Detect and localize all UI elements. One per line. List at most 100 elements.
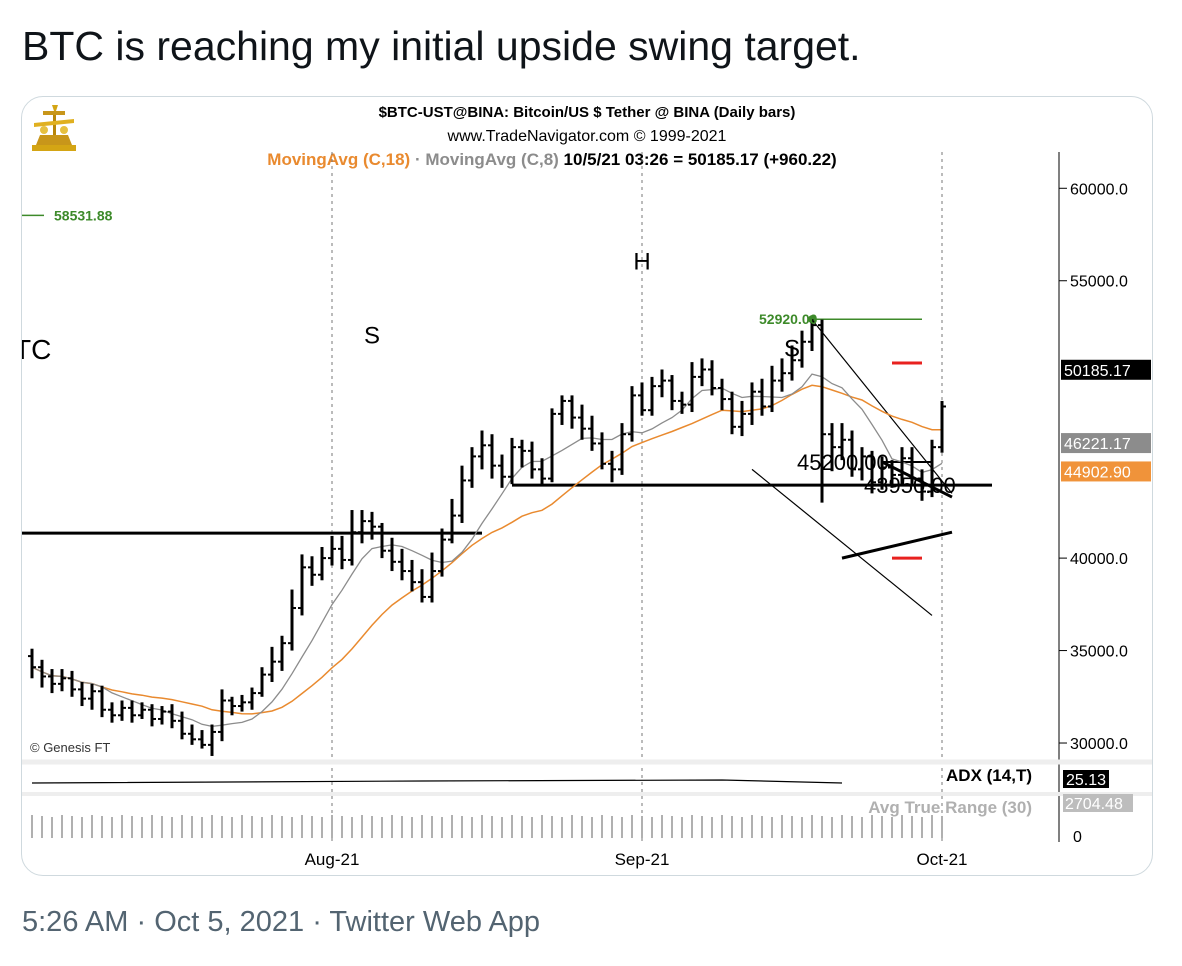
ohlc-bar bbox=[638, 382, 646, 416]
ohlc-bar bbox=[138, 702, 146, 719]
ohlc-bar bbox=[778, 358, 786, 392]
ohlc-bar bbox=[488, 434, 496, 479]
ohlc-bar bbox=[678, 391, 686, 414]
adx-line bbox=[31, 779, 843, 784]
chart-title: $BTC-UST@BINA: Bitcoin/US $ Tether @ BIN… bbox=[379, 104, 796, 121]
ohlc-bar bbox=[88, 683, 96, 710]
ohlc-bar bbox=[878, 456, 886, 490]
ohlc-bar bbox=[468, 447, 476, 488]
ohlc-bar bbox=[498, 454, 506, 488]
y-tick-label: 30000.0 bbox=[1070, 736, 1128, 753]
channel-lower-line bbox=[751, 468, 933, 616]
ohlc-bar bbox=[898, 447, 906, 485]
ohlc-bar bbox=[38, 659, 46, 688]
ohlc-bar bbox=[378, 522, 386, 559]
pattern-label-h: H bbox=[633, 249, 650, 276]
ohlc-bar bbox=[748, 382, 756, 425]
ohlc-bar bbox=[238, 694, 246, 712]
chart-card[interactable]: $BTC-UST@BINA: Bitcoin/US $ Tether @ BIN… bbox=[21, 96, 1153, 876]
ohlc-bar bbox=[198, 730, 206, 749]
adx-value-box bbox=[1063, 770, 1109, 788]
pattern-label-s: S bbox=[364, 323, 380, 350]
ohlc-bar bbox=[818, 319, 826, 503]
tweet-source[interactable]: Twitter Web App bbox=[329, 906, 541, 938]
meta-separator: · bbox=[312, 906, 322, 938]
ohlc-bar bbox=[318, 547, 326, 581]
ma8-price-box bbox=[1061, 433, 1151, 454]
ohlc-bar bbox=[438, 528, 446, 577]
ohlc-bar bbox=[908, 447, 916, 486]
legend-ma18: MovingAvg (C,18) bbox=[267, 150, 410, 169]
ohlc-bar bbox=[588, 415, 596, 451]
ohlc-bar bbox=[358, 510, 366, 544]
ohlc-bar bbox=[558, 395, 566, 425]
ohlc-bar bbox=[28, 648, 36, 679]
ohlc-bar bbox=[718, 378, 726, 411]
ohlc-bar bbox=[528, 441, 536, 479]
ohlc-bar bbox=[458, 465, 466, 523]
ma8-price-label: 46221.17 bbox=[1064, 436, 1131, 453]
ohlc-bar bbox=[538, 458, 546, 486]
ohlc-bar bbox=[108, 702, 116, 723]
ohlc-bar bbox=[188, 724, 196, 745]
last-price-box bbox=[1061, 359, 1151, 380]
atr-value-box bbox=[1063, 794, 1133, 812]
ohlc-bar bbox=[938, 400, 946, 453]
y-tick-label: 60000.0 bbox=[1070, 181, 1128, 198]
ma8-line bbox=[31, 373, 943, 728]
ohlc-bar bbox=[788, 345, 796, 381]
ohlc-bar bbox=[228, 696, 236, 716]
channel-upper-line bbox=[811, 319, 953, 494]
ohlc-bar bbox=[408, 559, 416, 592]
ohlc-bar bbox=[928, 439, 936, 498]
label-45200: 45200.00 bbox=[797, 450, 889, 475]
ohlc-bar bbox=[248, 687, 256, 710]
tweet-text: BTC is reaching my initial upside swing … bbox=[22, 23, 861, 69]
ohlc-bar bbox=[298, 554, 306, 616]
ohlc-bar bbox=[148, 704, 156, 727]
ohlc-bar bbox=[48, 669, 56, 694]
partial-symbol-label: TC bbox=[22, 334, 51, 365]
y-tick-label: 40000.0 bbox=[1070, 551, 1128, 568]
ohlc-bar bbox=[708, 360, 716, 396]
ohlc-bar bbox=[158, 706, 166, 725]
atr-histogram bbox=[31, 815, 943, 838]
ohlc-bar bbox=[918, 469, 926, 501]
last-price-label: 50185.17 bbox=[1064, 363, 1131, 380]
ohlc-bar bbox=[208, 724, 216, 756]
ohlc-bar bbox=[838, 423, 846, 461]
ohlc-bar bbox=[738, 400, 746, 437]
ma18-price-box bbox=[1061, 461, 1151, 482]
triangle-upper-line bbox=[881, 460, 953, 499]
ohlc-bar bbox=[728, 391, 736, 435]
ohlc-bar bbox=[698, 358, 706, 387]
tweet-time[interactable]: 5:26 AM bbox=[22, 906, 129, 938]
meta-separator: · bbox=[136, 906, 147, 938]
ohlc-bar bbox=[98, 685, 106, 718]
ohlc-bar bbox=[178, 711, 186, 740]
y-tick-label: 55000.0 bbox=[1070, 274, 1128, 291]
ohlc-bar bbox=[428, 552, 436, 603]
ohlc-bar bbox=[78, 681, 86, 707]
adx-value: 25.13 bbox=[1066, 772, 1106, 789]
ohlc-bar bbox=[828, 423, 836, 472]
ohlc-bar bbox=[658, 369, 666, 398]
ohlc-bar bbox=[648, 376, 656, 416]
btc-chart: $BTC-UST@BINA: Bitcoin/US $ Tether @ BIN… bbox=[22, 104, 1152, 869]
ohlc-bar bbox=[578, 404, 586, 440]
copyright-label: © Genesis FT bbox=[30, 740, 110, 755]
ohlc-bar bbox=[608, 450, 616, 483]
tweet-date[interactable]: Oct 5, 2021 bbox=[154, 906, 305, 938]
ohlc-bar bbox=[518, 439, 526, 468]
ohlc-bar bbox=[628, 386, 636, 442]
ohlc-bar bbox=[448, 498, 456, 544]
adx-label: ADX (14,T) bbox=[946, 766, 1032, 785]
ohlc-bar bbox=[348, 510, 356, 566]
ohlc-bar bbox=[768, 365, 776, 413]
chart-subtitle: www.TradeNavigator.com © 1999-2021 bbox=[447, 128, 727, 145]
ohlc-bar bbox=[868, 450, 876, 494]
ohlc-bar bbox=[888, 460, 896, 488]
ohlc-bar bbox=[848, 430, 856, 477]
chart-legend: MovingAvg (C,18) · MovingAvg (C,8) 10/5/… bbox=[267, 150, 836, 169]
x-tick-label: Aug-21 bbox=[305, 850, 360, 869]
